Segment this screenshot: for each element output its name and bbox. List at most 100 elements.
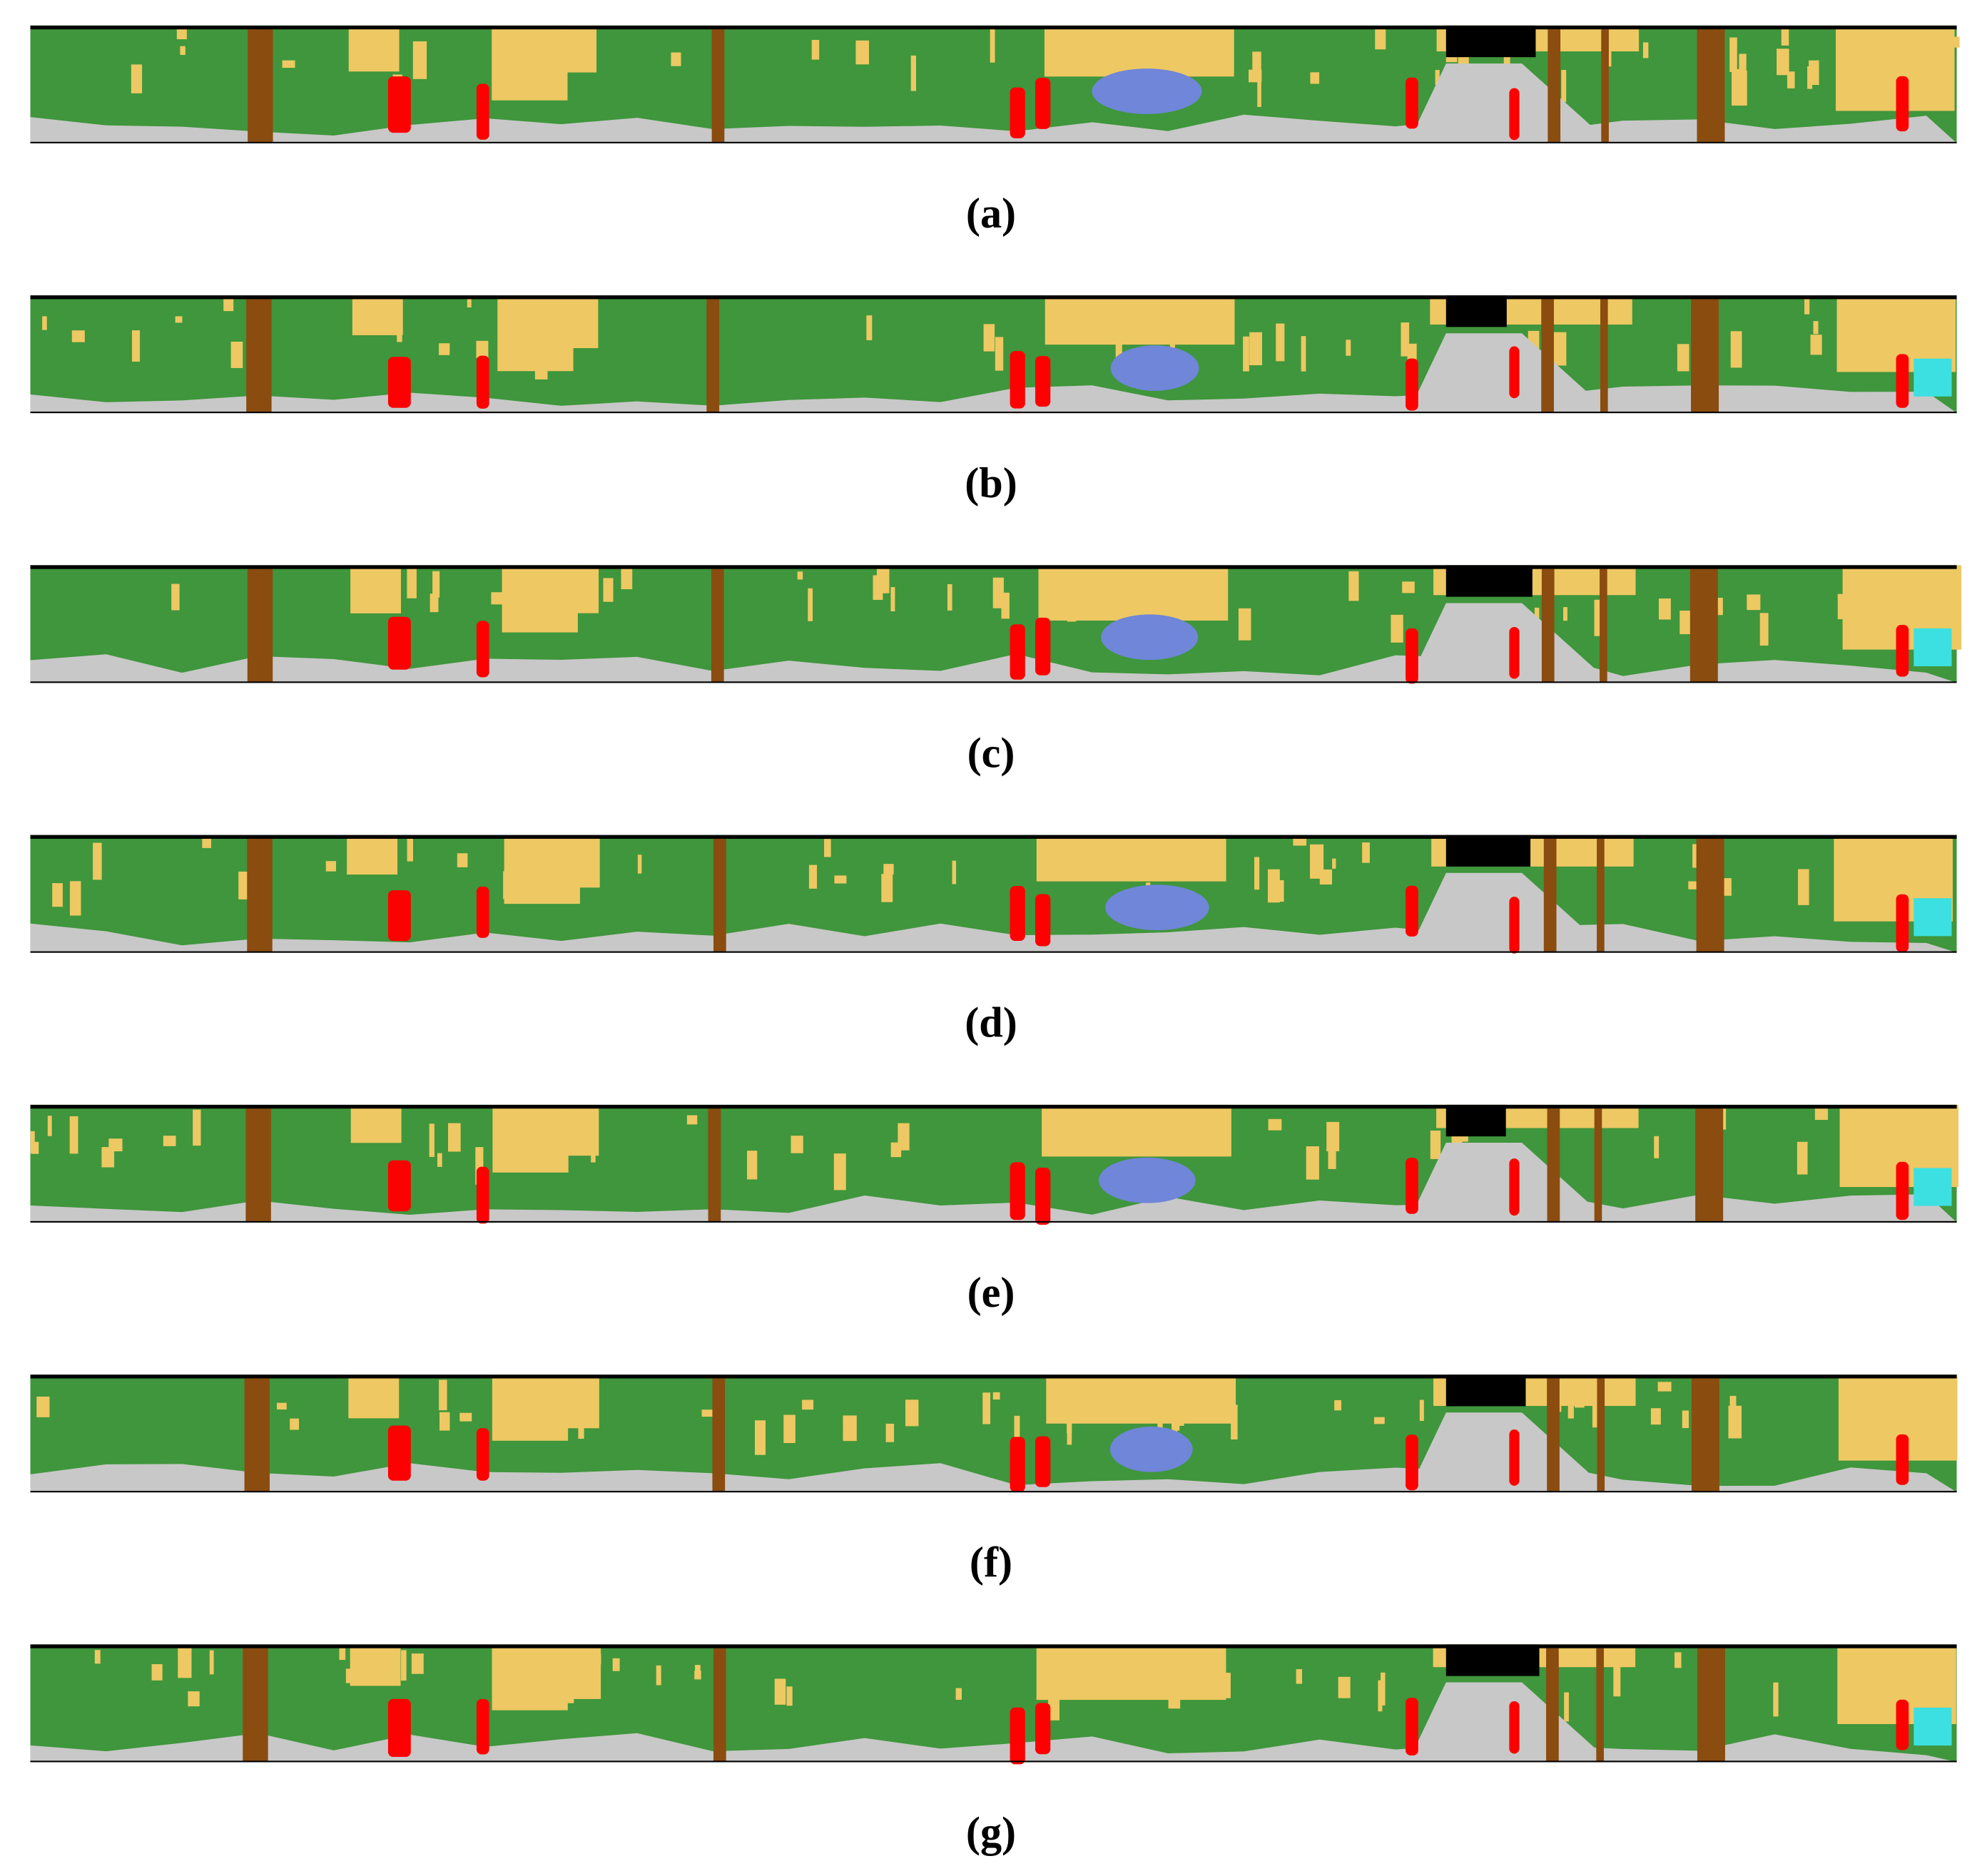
sky-speck bbox=[1781, 28, 1789, 46]
sky-speck bbox=[290, 1418, 300, 1430]
sky-speck bbox=[1729, 46, 1737, 65]
sky-speck bbox=[1911, 581, 1923, 617]
sky-speck bbox=[476, 340, 489, 358]
person bbox=[1509, 1429, 1520, 1486]
person bbox=[1035, 78, 1051, 129]
sky-speck bbox=[686, 1115, 698, 1125]
person bbox=[476, 355, 489, 409]
sky-speck bbox=[1679, 611, 1691, 635]
person bbox=[1509, 1701, 1520, 1754]
sky-speck bbox=[1310, 72, 1320, 84]
sky-speck bbox=[1804, 295, 1810, 315]
sky-speck bbox=[1949, 36, 1960, 48]
sky-speck bbox=[1503, 46, 1510, 76]
sky-speck bbox=[439, 343, 450, 355]
tree-trunk bbox=[712, 1378, 726, 1492]
sky-speck bbox=[1167, 1113, 1180, 1143]
segmentation-strip bbox=[30, 835, 1957, 954]
tree-trunk bbox=[246, 299, 272, 413]
sky-speck bbox=[534, 342, 548, 379]
sky-speck bbox=[1592, 1400, 1600, 1428]
person bbox=[1406, 358, 1418, 411]
sky-region bbox=[1044, 25, 1234, 77]
sky-speck bbox=[591, 1138, 596, 1163]
tree-trunk bbox=[244, 1378, 270, 1492]
sky-speck bbox=[101, 1147, 115, 1168]
sky-speck bbox=[1837, 593, 1845, 620]
sky-speck bbox=[1296, 1669, 1303, 1684]
sky-speck bbox=[1107, 842, 1116, 872]
sky-speck bbox=[202, 837, 211, 848]
segmentation-strip bbox=[30, 1644, 1957, 1765]
sky-speck bbox=[1567, 1394, 1574, 1419]
sky-speck bbox=[131, 64, 143, 93]
sky-speck bbox=[193, 1109, 201, 1146]
sky-speck bbox=[407, 566, 417, 598]
sky-speck bbox=[543, 1390, 552, 1416]
sky-speck bbox=[1110, 51, 1119, 64]
strip-top-border bbox=[30, 1104, 1957, 1109]
person bbox=[1010, 351, 1025, 409]
tree-trunk bbox=[247, 838, 273, 953]
sky-speck bbox=[437, 1153, 442, 1167]
sky-speck bbox=[824, 839, 831, 857]
person bbox=[1035, 1168, 1051, 1225]
sky-speck bbox=[1001, 592, 1010, 619]
sky-speck bbox=[561, 842, 569, 875]
person bbox=[1406, 77, 1418, 129]
segmentation-strip bbox=[30, 1104, 1959, 1225]
strip-bottom-border bbox=[30, 1491, 1957, 1493]
sky-speck bbox=[1378, 1680, 1383, 1712]
person bbox=[1010, 1707, 1025, 1765]
panel-label: (a) bbox=[966, 190, 1016, 238]
sky-speck bbox=[992, 1392, 1000, 1400]
sky-speck bbox=[171, 583, 180, 611]
sky-speck bbox=[439, 1412, 450, 1431]
sky-speck bbox=[1658, 598, 1671, 620]
sky-speck bbox=[69, 881, 81, 916]
sky-speck bbox=[564, 305, 569, 327]
misc-object bbox=[1914, 898, 1952, 937]
car bbox=[1109, 1426, 1193, 1472]
sky-speck bbox=[1747, 594, 1761, 611]
sky-speck bbox=[1909, 313, 1914, 331]
sky-region bbox=[350, 565, 401, 613]
sky-speck bbox=[1391, 614, 1403, 643]
sky-speck bbox=[1115, 340, 1122, 368]
sky-speck bbox=[175, 316, 183, 323]
tree-trunk bbox=[1548, 29, 1561, 143]
sky-speck bbox=[995, 337, 1004, 371]
sky-region bbox=[1038, 565, 1229, 621]
person bbox=[476, 1428, 489, 1481]
sky-speck bbox=[1723, 878, 1732, 896]
sky-speck bbox=[883, 864, 894, 875]
person bbox=[1010, 87, 1025, 138]
sky-speck bbox=[349, 853, 357, 867]
sky-speck bbox=[1243, 336, 1249, 372]
sky-speck bbox=[1209, 835, 1216, 866]
strip-top-border bbox=[30, 1375, 1957, 1379]
tree-trunk bbox=[1691, 299, 1719, 413]
person bbox=[1509, 88, 1520, 141]
sky-speck bbox=[1787, 71, 1795, 88]
sky-speck bbox=[1650, 1408, 1661, 1425]
sky-speck bbox=[543, 36, 549, 61]
sky-speck bbox=[325, 861, 336, 872]
sky-region bbox=[560, 565, 599, 613]
sky-speck bbox=[1642, 42, 1649, 58]
dark-region bbox=[1445, 1104, 1506, 1137]
sky-speck bbox=[209, 1650, 214, 1675]
sky-speck bbox=[955, 1688, 962, 1700]
sky-speck bbox=[1174, 1653, 1185, 1673]
person bbox=[1509, 626, 1520, 679]
sky-speck bbox=[1798, 869, 1809, 905]
tree-trunk bbox=[1541, 299, 1554, 413]
sky-speck bbox=[1773, 1682, 1779, 1717]
sky-speck bbox=[36, 1396, 50, 1417]
tree-trunk bbox=[245, 1108, 271, 1223]
sky-speck bbox=[1278, 880, 1284, 902]
misc-object bbox=[1914, 1168, 1952, 1206]
person bbox=[1406, 628, 1418, 684]
sky-speck bbox=[1375, 28, 1386, 50]
